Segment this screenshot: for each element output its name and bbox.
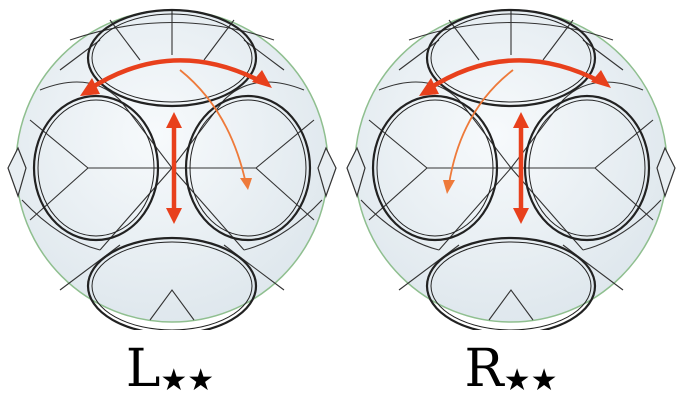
caption-star-marks: ★★: [160, 363, 215, 398]
caption-star-marks: ★★: [503, 363, 558, 398]
right-nub: [317, 146, 337, 198]
horizontal-arc-arrow: [425, 58, 603, 92]
arrowhead-right: [252, 70, 272, 88]
circles: [371, 8, 651, 330]
arrowhead-down: [513, 208, 529, 224]
caption-letter: L: [125, 339, 161, 399]
arrowhead-diagonal: [240, 178, 252, 190]
diagonal-arrow: [448, 69, 514, 185]
right-nub: [656, 146, 676, 198]
arrowhead-left: [80, 78, 100, 96]
circles: [32, 8, 312, 330]
sphere-left: [7, 8, 337, 330]
sphere-outline: [354, 9, 668, 323]
sphere-right: [346, 8, 676, 330]
arrowhead-left: [419, 78, 439, 96]
figure-caption-left: L★★: [0, 336, 340, 402]
caption-letter: R: [464, 339, 504, 399]
arrowhead-up: [166, 112, 182, 128]
left-nub: [7, 146, 27, 198]
figure-left: L★★: [0, 0, 340, 402]
diagonal-arrow: [179, 69, 247, 185]
arrowhead-right: [591, 70, 611, 88]
left-nub: [346, 146, 366, 198]
horizontal-arc-arrow: [86, 58, 264, 92]
figure-right: R★★: [341, 0, 681, 402]
arrowhead-up: [513, 112, 529, 128]
rotation-arrows: [80, 58, 272, 224]
arrowhead-down: [166, 208, 182, 224]
rotation-arrows: [419, 58, 611, 224]
arrowhead-diagonal: [443, 180, 455, 194]
figure-caption-right: R★★: [341, 336, 681, 402]
